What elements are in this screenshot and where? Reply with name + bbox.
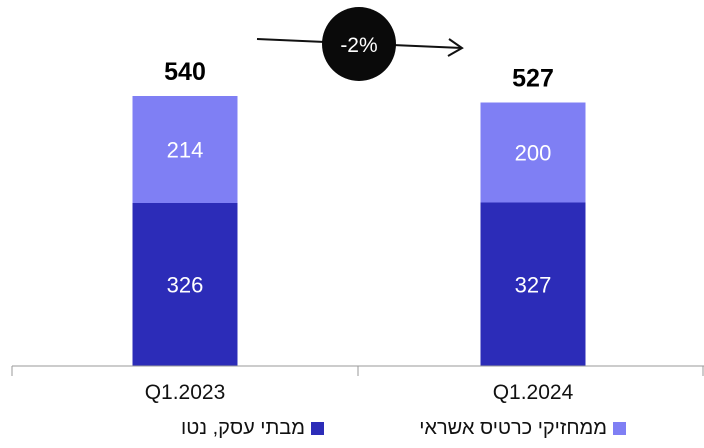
bars-layer (132, 96, 586, 366)
bar-total-label: 540 (164, 58, 206, 86)
category-labels-layer: Q1.2023 Q1.2024 (145, 381, 574, 404)
category-label: Q1.2023 (145, 381, 226, 404)
bar-segment-q1-2023-s1 (132, 96, 238, 203)
category-label: Q1.2024 (493, 381, 574, 404)
bar-total-label: 527 (512, 65, 554, 93)
bar-segment-q1-2023-s0 (132, 203, 238, 366)
change-badge-label: -2% (340, 34, 377, 57)
segment-labels-layer: 326 214 327 200 (167, 138, 552, 298)
legend-item-merchants: מבתי עסק, נטו (181, 417, 324, 440)
legend: מבתי עסק, נטו ממחזיקי כרטיס אשראי (0, 417, 704, 447)
legend-swatch-cardholders (613, 422, 626, 435)
segment-value-label: 326 (167, 273, 204, 298)
change-badge-circle (322, 7, 396, 81)
change-arrow-head-icon (447, 38, 464, 57)
segment-value-label: 214 (167, 138, 204, 163)
change-annotation: -2% (256, 7, 464, 81)
legend-item-cardholders: ממחזיקי כרטיס אשראי (419, 417, 626, 440)
segment-value-label: 200 (515, 141, 552, 166)
totals-layer: 540 527 (164, 58, 554, 93)
legend-label-cardholders: ממחזיקי כרטיס אשראי (419, 417, 607, 439)
segment-value-label: 327 (515, 272, 552, 297)
bar-segment-q1-2024-s1 (480, 102, 586, 203)
legend-label-merchants: מבתי עסק, נטו (181, 417, 305, 439)
legend-swatch-merchants (311, 422, 324, 435)
bar-segment-q1-2024-s0 (480, 202, 586, 366)
